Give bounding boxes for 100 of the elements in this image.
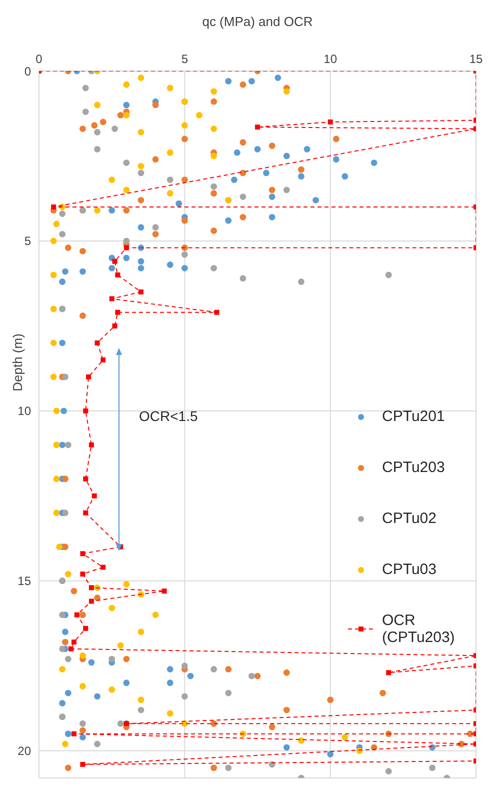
point bbox=[64, 656, 72, 662]
point bbox=[59, 666, 66, 672]
point bbox=[59, 646, 66, 652]
point bbox=[123, 160, 130, 166]
point bbox=[152, 224, 159, 231]
point bbox=[117, 720, 124, 727]
point bbox=[71, 640, 76, 645]
point bbox=[94, 340, 100, 346]
point bbox=[210, 264, 217, 272]
point bbox=[83, 626, 88, 631]
point bbox=[210, 183, 217, 190]
point bbox=[138, 289, 144, 294]
point bbox=[94, 740, 100, 748]
point bbox=[138, 128, 144, 136]
point bbox=[80, 683, 86, 690]
point bbox=[138, 706, 144, 714]
point bbox=[94, 128, 100, 136]
point bbox=[123, 581, 130, 588]
point bbox=[53, 408, 60, 414]
point bbox=[181, 251, 188, 258]
point bbox=[166, 176, 174, 183]
x-tick-label: 5 bbox=[181, 52, 188, 66]
point bbox=[166, 710, 174, 717]
point bbox=[86, 374, 92, 380]
point bbox=[94, 102, 100, 108]
point bbox=[109, 296, 114, 302]
point bbox=[429, 764, 436, 772]
point bbox=[123, 238, 130, 244]
point bbox=[138, 170, 144, 176]
y-tick-label: 10 bbox=[18, 404, 32, 418]
point bbox=[53, 476, 60, 482]
point bbox=[56, 544, 63, 550]
point bbox=[248, 672, 255, 680]
point bbox=[123, 81, 130, 88]
point bbox=[53, 220, 60, 228]
point bbox=[385, 768, 392, 774]
point bbox=[82, 84, 89, 92]
legend-label: CPTu03 bbox=[382, 561, 436, 578]
point bbox=[64, 570, 72, 578]
point bbox=[108, 604, 116, 612]
point bbox=[123, 112, 130, 118]
point bbox=[74, 612, 80, 618]
point bbox=[62, 510, 68, 516]
legend-label: CPTu02 bbox=[382, 510, 436, 527]
point bbox=[50, 238, 57, 244]
y-axis-title: Depth (m) bbox=[10, 334, 25, 392]
point bbox=[138, 74, 144, 81]
x-tick-label: 10 bbox=[324, 52, 338, 66]
point bbox=[88, 598, 94, 604]
x-tick-label: 0 bbox=[36, 52, 43, 66]
point bbox=[112, 323, 118, 328]
annotation: OCR<1.5 bbox=[139, 408, 198, 424]
point bbox=[283, 88, 290, 95]
point bbox=[115, 272, 120, 278]
point bbox=[53, 510, 60, 516]
point bbox=[100, 357, 106, 362]
point bbox=[328, 119, 333, 124]
point bbox=[210, 666, 217, 672]
point bbox=[152, 612, 159, 618]
y-tick-label: 0 bbox=[24, 64, 32, 78]
point bbox=[210, 152, 217, 160]
point bbox=[80, 762, 86, 767]
point bbox=[166, 149, 174, 156]
point bbox=[386, 670, 392, 676]
point bbox=[115, 310, 120, 315]
point bbox=[50, 340, 57, 346]
point bbox=[298, 737, 304, 744]
legend-label: OCR (CPTu203) bbox=[382, 612, 456, 646]
point bbox=[83, 476, 88, 482]
legend-label: CPTu201 bbox=[382, 408, 445, 425]
point bbox=[162, 588, 167, 594]
point bbox=[50, 306, 57, 312]
point bbox=[117, 642, 124, 649]
point bbox=[166, 190, 174, 197]
y-tick-label: 15 bbox=[18, 574, 32, 588]
point bbox=[210, 88, 217, 95]
point bbox=[53, 442, 60, 448]
point bbox=[385, 272, 392, 278]
y-tick-label: 20 bbox=[18, 744, 32, 758]
point bbox=[138, 696, 144, 704]
point bbox=[108, 176, 116, 183]
point bbox=[50, 272, 57, 278]
point bbox=[82, 108, 89, 115]
point bbox=[88, 442, 94, 448]
point bbox=[181, 693, 188, 700]
point bbox=[80, 652, 86, 659]
point bbox=[181, 662, 188, 670]
point bbox=[196, 112, 202, 118]
point bbox=[138, 628, 144, 636]
point bbox=[62, 740, 68, 748]
point bbox=[342, 734, 348, 740]
point bbox=[240, 275, 246, 282]
point bbox=[225, 690, 232, 696]
point bbox=[138, 162, 144, 170]
point bbox=[59, 230, 66, 238]
point bbox=[80, 572, 86, 577]
point bbox=[94, 146, 100, 152]
point bbox=[80, 551, 86, 556]
point bbox=[283, 186, 290, 194]
point bbox=[88, 585, 94, 590]
